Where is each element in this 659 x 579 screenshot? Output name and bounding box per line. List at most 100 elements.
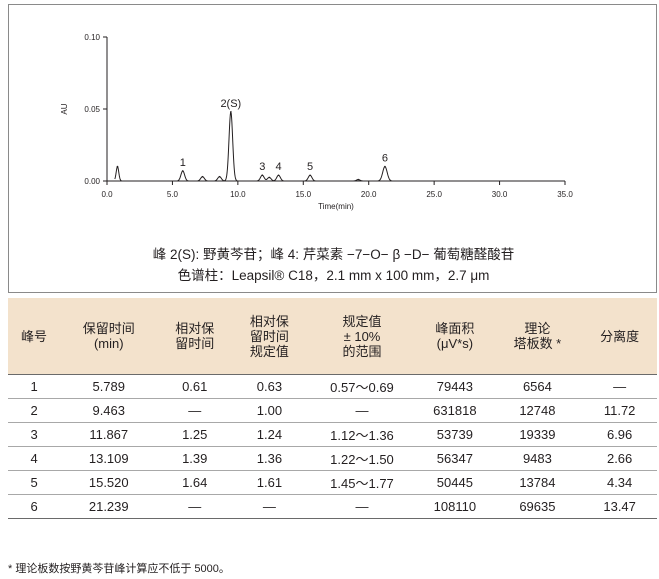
column-header: 保留时间 (min) <box>60 298 158 375</box>
column-header: 峰面积 (μV*s) <box>417 298 493 375</box>
column-caption: 色谱柱：Leapsil® C18，2.1 mm x 100 mm，2.7 μm <box>177 268 490 283</box>
table-cell: — <box>306 398 418 423</box>
table-cell: 0.57～0.69 <box>306 374 418 399</box>
y-tick-label: 0.10 <box>84 33 100 42</box>
table-cell: 11.867 <box>60 422 158 447</box>
table-cell: — <box>157 398 233 423</box>
table-cell: 108110 <box>417 494 493 519</box>
table-cell: — <box>232 494 307 519</box>
table-cell: 0.63 <box>232 374 307 399</box>
peak-apex <box>230 111 232 113</box>
x-tick-label: 15.0 <box>295 190 311 199</box>
chromatogram: 0.0 5.0 10.0 15.0 20.0 25.0 30.0 35.0 0.00 0.05 0.… <box>60 33 573 211</box>
peak-label: 5 <box>307 161 313 173</box>
table-cell: 79443 <box>417 374 493 399</box>
table-cell: 1.39 <box>157 446 233 471</box>
table-cell: 5.789 <box>60 374 158 399</box>
table-cell: 13.47 <box>582 494 657 519</box>
chromatogram-panel: 0.0 5.0 10.0 15.0 20.0 25.0 30.0 35.0 0.00 0.05 0.… <box>8 4 657 293</box>
column-header: 理论 塔板数 * <box>492 298 583 375</box>
table-cell: 1.61 <box>232 470 307 495</box>
table-cell: 1.36 <box>232 446 307 471</box>
table-cell: 1.12～1.36 <box>306 422 418 447</box>
table-cell: 50445 <box>417 470 493 495</box>
peak-label: 6 <box>382 153 388 165</box>
x-axis-label: Time(min) <box>318 202 354 211</box>
column-header: 分离度 <box>582 298 657 375</box>
peak-apex <box>218 175 221 178</box>
table-cell: 19339 <box>492 422 583 447</box>
results-table: 峰号 保留时间 (min) 相对保 留时间 相对保 留时间 规定值 规定值 ± 10% 的范围 峰面积… <box>8 298 657 519</box>
table-cell: — <box>582 374 657 399</box>
table-cell: 53739 <box>417 422 493 447</box>
table-cell: 12748 <box>492 398 583 423</box>
peak-label: 3 <box>259 161 265 173</box>
table-cell: 6564 <box>492 374 583 399</box>
table-cell: 9483 <box>492 446 583 471</box>
table-cell: — <box>306 494 418 519</box>
table-cell: 9.463 <box>60 398 158 423</box>
x-tick-label: 25.0 <box>426 190 442 199</box>
table-cell: 6.96 <box>582 422 657 447</box>
peak-label: 1 <box>180 157 186 169</box>
table-cell: 11.72 <box>582 398 657 423</box>
x-tick-label: 30.0 <box>492 190 508 199</box>
table-cell: 1.00 <box>232 398 307 423</box>
x-tick-label: 10.0 <box>230 190 246 199</box>
table-cell: 56347 <box>417 446 493 471</box>
column-header: 规定值 ± 10% 的范围 <box>306 298 418 375</box>
table-cell: 4 <box>8 446 61 471</box>
y-tick-label: 0.05 <box>84 105 100 114</box>
table-cell: 2.66 <box>582 446 657 471</box>
table-cell: 1.24 <box>232 422 307 447</box>
table-cell: 3 <box>8 422 61 447</box>
peak-apex <box>261 174 264 177</box>
x-tick-label: 0.0 <box>101 190 113 199</box>
peak-label: 2(S) <box>220 98 241 110</box>
chromatogram-trace <box>114 110 565 182</box>
table-cell: 1.22～1.50 <box>306 446 418 471</box>
table-cell: 1 <box>8 374 61 399</box>
peak-apex <box>384 165 386 168</box>
column-header: 峰号 <box>8 298 61 375</box>
peak-apex <box>116 165 119 168</box>
peak-apex <box>309 174 311 177</box>
x-tick-label: 5.0 <box>167 190 179 199</box>
peak-apex <box>277 174 280 177</box>
table-cell: 0.61 <box>157 374 233 399</box>
table-row: 3 11.867 1.25 1.24 1.12～1.36 53739 19339 6.96 <box>8 422 657 447</box>
table-header-row: 峰号 保留时间 (min) 相对保 留时间 相对保 留时间 规定值 规定值 ± 10% 的范围 峰面积… <box>8 298 657 375</box>
table-cell: 15.520 <box>60 470 158 495</box>
table-cell: 1.64 <box>157 470 233 495</box>
column-header: 相对保 留时间 <box>157 298 233 375</box>
table-cell: 69635 <box>492 494 583 519</box>
table-cell: 13.109 <box>60 446 158 471</box>
peak-apex <box>201 175 204 178</box>
table-cell: 1.25 <box>157 422 233 447</box>
peak-caption: 峰 2(S): 野黄芩苷；峰 4: 芹菜素 −7−O− β −D− 葡萄糖醛酸苷 <box>152 247 515 262</box>
table-row: 5 15.520 1.64 1.61 1.45～1.77 50445 13784 4.34 <box>8 470 657 495</box>
peak-apex <box>181 170 184 172</box>
table-cell: — <box>157 494 233 519</box>
table-row: 1 5.789 0.61 0.63 0.57～0.69 79443 6564— <box>8 374 657 399</box>
table-body: 1 5.789 0.61 0.63 0.57～0.69 79443 6564—2 9.463—… <box>8 374 657 519</box>
table-cell: 21.239 <box>60 494 158 519</box>
footnote: * 理论板数按野黄芩苷峰计算应不低于 5000。 <box>8 563 230 575</box>
table-cell: 4.34 <box>582 470 657 495</box>
peak-apex <box>268 176 271 179</box>
table-row: 4 13.109 1.39 1.36 1.22～1.50 56347 9483 2.66 <box>8 446 657 471</box>
table-cell: 5 <box>8 470 61 495</box>
table-cell: 13784 <box>492 470 583 495</box>
column-header: 相对保 留时间 规定值 <box>232 298 307 375</box>
x-tick-label: 20.0 <box>361 190 377 199</box>
peak-label: 4 <box>275 161 281 173</box>
table-cell: 6 <box>8 494 61 519</box>
table-cell: 2 <box>8 398 61 423</box>
y-tick-label: 0.00 <box>84 177 100 186</box>
table-row: 6 21.239— — —108110 69635 13.47 <box>8 494 657 519</box>
y-axis-label: AU <box>60 103 69 114</box>
table-cell: 631818 <box>417 398 493 423</box>
peak-apex <box>357 178 360 181</box>
x-tick-label: 35.0 <box>557 190 573 199</box>
table-cell: 1.45～1.77 <box>306 470 418 495</box>
